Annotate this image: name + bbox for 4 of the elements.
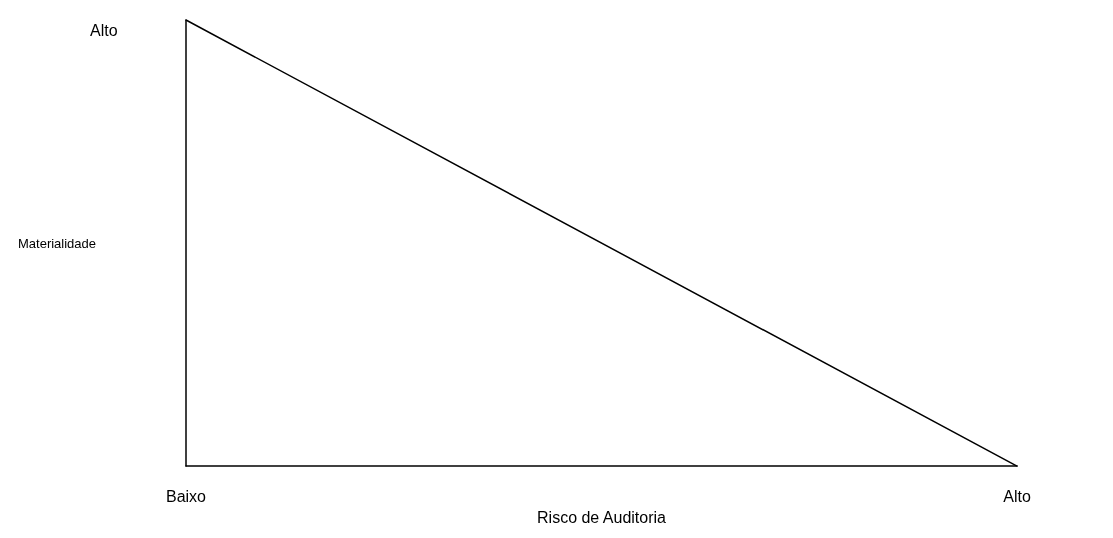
x-axis-title: Risco de Auditoria	[537, 508, 667, 526]
x-tick-label: Baixo	[165, 487, 207, 505]
y-axis-title: Materialidade	[18, 236, 97, 251]
annotation: Alto	[90, 21, 118, 39]
